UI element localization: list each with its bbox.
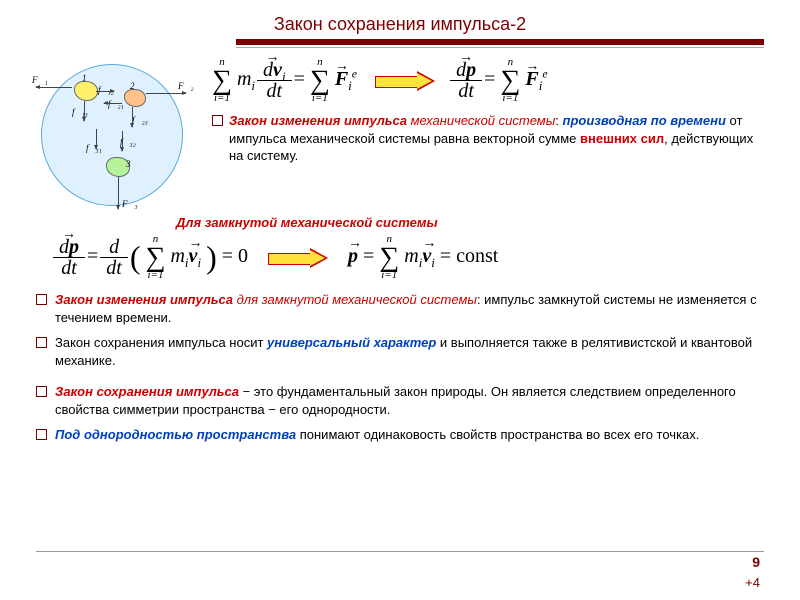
closed-system-header: Для замкнутой механической системы xyxy=(176,215,764,230)
bullet-icon xyxy=(36,386,47,397)
force-f13: f⃗₁₃ xyxy=(72,107,88,117)
implies-arrow-icon xyxy=(375,71,435,91)
force-F1: F⃗₁ xyxy=(32,75,48,85)
list-item: Закон изменения импульса для замкнутой м… xyxy=(36,291,764,326)
eq-closed-zero: dpdt = ddt ( n∑i=1 mivi ) = 0 xyxy=(56,234,248,281)
extra-label: +4 xyxy=(745,575,760,590)
bullet-icon xyxy=(36,337,47,348)
particle-2-label: 2 xyxy=(130,81,135,91)
list-item: Под однородностью пространства понимают … xyxy=(36,426,764,444)
force-f23: f⃗₂₃ xyxy=(132,115,148,125)
title-rule xyxy=(36,39,764,45)
law-change-momentum: Закон изменения импульса механической си… xyxy=(212,112,764,165)
force-f21: f⃗₂₁ xyxy=(108,99,124,109)
bullet-icon xyxy=(36,429,47,440)
slide: Закон сохранения импульса-2 1 2 3 F⃗₁ F⃗… xyxy=(0,0,800,600)
equation-row-2: dpdt = ddt ( n∑i=1 mivi ) = 0 p = n∑i=1 … xyxy=(56,234,764,281)
list-item: Закон сохранения импульса носит универса… xyxy=(36,334,764,369)
page-number: 9 xyxy=(752,554,760,570)
force-F3: F⃗₃ xyxy=(122,199,138,209)
particle-1-label: 1 xyxy=(82,73,87,83)
bottom-rule xyxy=(36,551,764,552)
implies-arrow-icon xyxy=(268,248,328,268)
force-F2: F⃗₂ xyxy=(178,81,194,91)
particle-3-label: 3 xyxy=(126,159,131,169)
bullet-icon xyxy=(212,115,223,126)
row-equations-top: 1 2 3 F⃗₁ F⃗₂ F⃗₃ f⃗₁₂ f⃗₂₁ f⃗₁₃ f⃗₃₁ f⃗… xyxy=(36,55,764,209)
bullet-icon xyxy=(36,294,47,305)
slide-title: Закон сохранения импульса-2 xyxy=(36,14,764,35)
equation-row-1: n∑i=1 mi dvidt = n∑i=1 Fie dpdt = n∑i=1 … xyxy=(212,57,764,104)
eq-p-const: p = n∑i=1 mivi = const xyxy=(348,234,498,281)
bullet-list: Закон изменения импульса для замкнутой м… xyxy=(36,291,764,444)
list-item: Закон сохранения импульса − это фундамен… xyxy=(36,383,764,418)
particle-diagram: 1 2 3 F⃗₁ F⃗₂ F⃗₃ f⃗₁₂ f⃗₂₁ f⃗₁₃ f⃗₃₁ f⃗… xyxy=(36,55,196,209)
eq-dp-dt: dpdt = n∑i=1 Fie xyxy=(453,57,548,104)
eq-sum-mdv: n∑i=1 mi dvidt = n∑i=1 Fie xyxy=(212,57,357,104)
